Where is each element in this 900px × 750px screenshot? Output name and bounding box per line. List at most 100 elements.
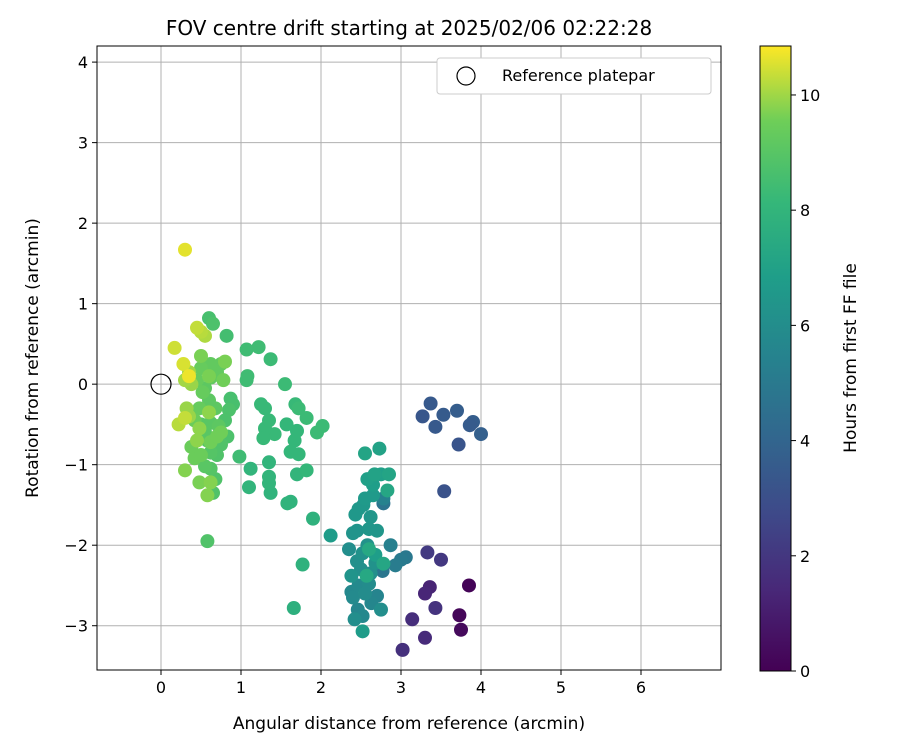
data-point — [167, 340, 182, 355]
x-tick-label: 3 — [396, 678, 406, 697]
legend-label: Reference platepar — [502, 66, 655, 85]
data-point — [367, 467, 382, 482]
data-point — [415, 409, 430, 424]
y-tick-label: 3 — [78, 134, 88, 153]
data-point — [251, 340, 266, 355]
data-point — [198, 459, 212, 474]
data-point — [295, 557, 310, 572]
data-point — [219, 328, 234, 343]
data-point — [194, 348, 208, 363]
data-point — [383, 538, 398, 553]
y-tick-label: −2 — [64, 536, 88, 555]
data-point — [206, 316, 220, 331]
x-axis-ticks: 0 1 2 3 4 5 6 — [156, 670, 646, 697]
colorbar-tick-label: 4 — [800, 432, 810, 451]
data-point — [436, 407, 451, 422]
data-point — [192, 475, 207, 490]
data-point — [263, 352, 278, 367]
data-point — [344, 568, 359, 583]
x-tick-label: 2 — [316, 678, 326, 697]
data-point — [290, 423, 304, 438]
data-point — [462, 418, 477, 433]
x-tick-label: 0 — [156, 678, 166, 697]
data-point — [428, 419, 443, 434]
data-point — [280, 496, 295, 511]
data-point — [279, 417, 294, 432]
plot-frame — [96, 45, 722, 671]
data-point — [299, 463, 314, 478]
data-point — [358, 446, 372, 461]
data-point — [283, 444, 298, 459]
data-point — [374, 602, 388, 617]
data-point — [376, 556, 391, 571]
data-point — [462, 578, 476, 593]
data-point — [286, 601, 301, 616]
data-point — [176, 357, 191, 372]
data-point — [362, 542, 376, 557]
data-point — [388, 558, 403, 573]
data-point — [428, 601, 443, 616]
data-point — [450, 403, 464, 418]
data-point — [348, 507, 363, 522]
x-tick-label: 1 — [236, 678, 246, 697]
data-point — [232, 449, 247, 464]
colorbar-gradient — [759, 45, 792, 672]
data-point — [418, 630, 432, 645]
data-point — [202, 405, 216, 420]
data-point — [382, 467, 396, 482]
data-point — [194, 448, 208, 463]
data-point — [178, 463, 192, 478]
data-point — [242, 480, 256, 495]
colorbar-ticks: 0 2 4 6 8 10 — [791, 86, 820, 681]
colorbar: 0 2 4 6 8 10 Hours from first FF file — [759, 45, 861, 681]
reference-marker — [150, 373, 172, 395]
data-point — [346, 526, 360, 541]
data-point — [239, 373, 254, 388]
colorbar-title: Hours from first FF file — [841, 263, 861, 453]
data-point — [291, 401, 306, 416]
data-point — [342, 542, 356, 557]
data-point — [256, 431, 271, 446]
legend-marker-icon — [456, 66, 476, 86]
data-point — [418, 586, 432, 601]
data-points — [167, 242, 488, 657]
data-point — [452, 608, 467, 623]
data-point — [195, 385, 210, 400]
data-point — [395, 642, 410, 657]
data-point — [178, 242, 192, 257]
data-point — [214, 425, 228, 440]
data-point — [347, 612, 362, 627]
data-point — [262, 469, 276, 484]
data-point — [239, 342, 254, 357]
data-point — [192, 421, 207, 436]
data-point — [355, 624, 370, 639]
y-tick-label: −3 — [64, 617, 88, 636]
data-point — [454, 622, 468, 637]
legend-box — [436, 57, 712, 95]
data-point — [262, 455, 276, 470]
colorbar-tick-label: 0 — [800, 662, 810, 681]
y-tick-label: 0 — [78, 375, 88, 394]
data-point — [323, 528, 338, 543]
data-point — [359, 568, 374, 583]
grid — [97, 46, 721, 670]
x-axis-title: Angular distance from reference (arcmin) — [233, 714, 585, 734]
data-point — [405, 612, 420, 627]
data-point — [200, 488, 215, 503]
colorbar-tick-label: 10 — [800, 86, 820, 105]
data-point — [420, 545, 435, 560]
data-point — [306, 511, 320, 526]
y-tick-label: −1 — [64, 456, 88, 475]
data-point — [182, 369, 196, 384]
data-point — [451, 437, 466, 452]
data-point — [243, 461, 258, 476]
data-point — [190, 320, 204, 335]
y-tick-label: 4 — [78, 53, 88, 72]
data-point — [370, 523, 384, 538]
x-tick-label: 6 — [636, 678, 646, 697]
y-tick-label: 2 — [78, 214, 88, 233]
data-point — [218, 354, 232, 369]
x-tick-label: 4 — [476, 678, 486, 697]
data-point — [190, 433, 204, 448]
data-point — [299, 410, 314, 425]
